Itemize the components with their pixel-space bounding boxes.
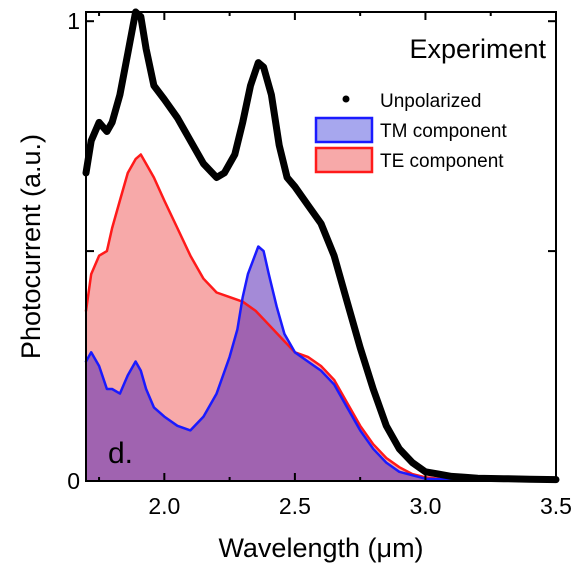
x-tick-label: 2.5 <box>279 493 311 519</box>
legend-marker-te-component <box>314 146 374 174</box>
legend: Unpolarized TM component TE component <box>314 91 507 174</box>
x-tick-label: 3.5 <box>540 493 572 519</box>
area-fills <box>86 154 556 481</box>
panel-label: d. <box>108 437 133 470</box>
y-tick-label: 1 <box>67 8 80 34</box>
tm-component-line <box>84 245 558 482</box>
legend-marker-tm-component <box>314 116 374 144</box>
te-component-area <box>86 154 556 481</box>
y-axis-title: Photocurrent (a.u.) <box>16 134 46 359</box>
legend-label-tm-component: TM component <box>380 121 507 142</box>
x-tick-label: 3.0 <box>409 493 441 519</box>
legend-label-unpolarized: Unpolarized <box>380 91 481 112</box>
tm-component-area <box>86 246 556 481</box>
chart-title: Experiment <box>409 34 546 64</box>
plot-frame <box>85 11 557 482</box>
x-tick-label: 2.0 <box>148 493 180 519</box>
legend-marker-unpolarized <box>342 95 350 103</box>
axis-ticks: 2.0 2.5 3.0 3.5 0 1 <box>67 8 572 519</box>
x-axis-title: Wavelength (μm) <box>218 533 423 563</box>
legend-label-te-component: TE component <box>380 151 504 172</box>
y-tick-label: 0 <box>67 468 80 494</box>
